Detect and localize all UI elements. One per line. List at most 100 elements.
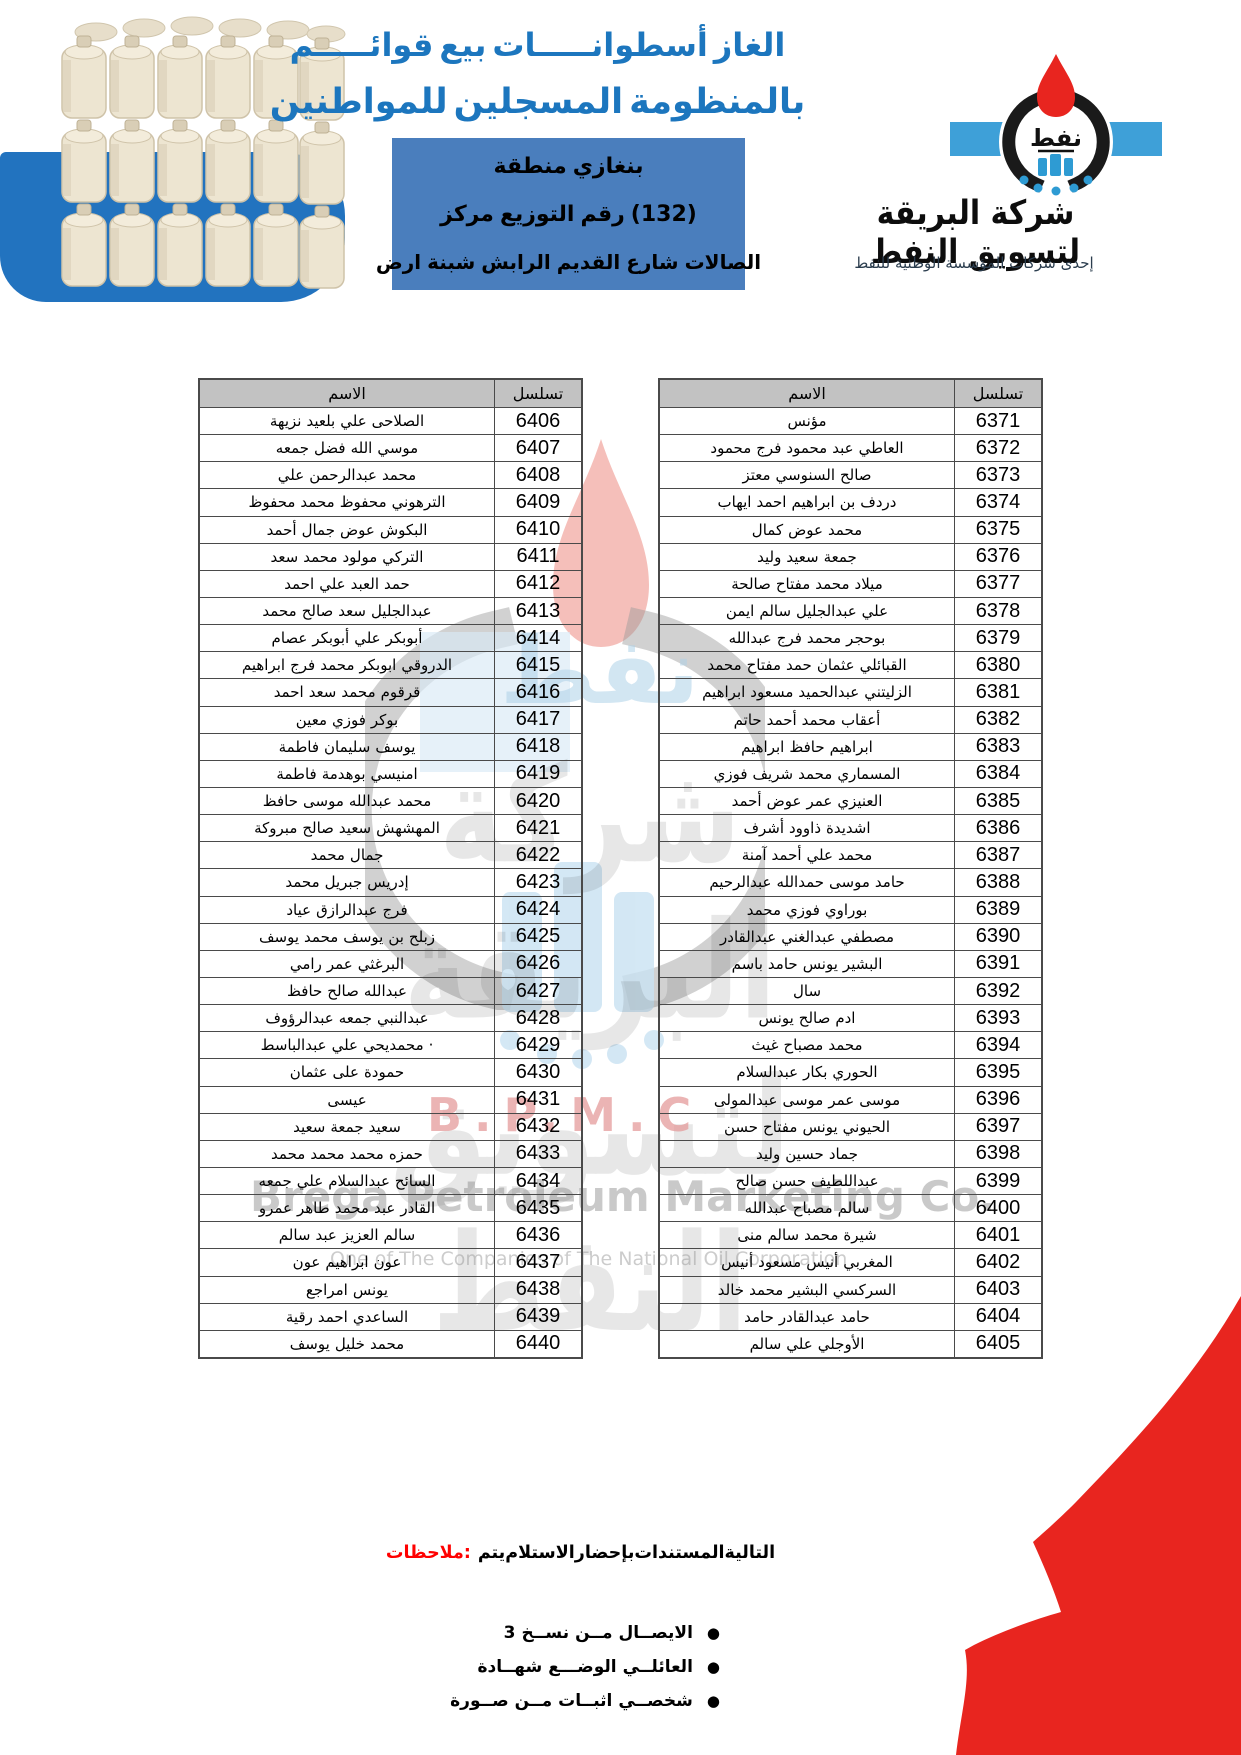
distribution-center-line: مركز التوزيع رقم (132): [440, 201, 697, 227]
name-header-cell: الاسم: [788, 384, 826, 403]
serial-cell: 6371: [954, 408, 1041, 435]
name-cell: باسم حامد يونس البشير: [731, 954, 883, 973]
table-row: فوزي شريف محمد المسماري 6384: [660, 760, 1041, 788]
name-cell: حامد عبدالقادر حامد: [744, 1307, 870, 1326]
table-row: محمد فوزي بوراوي 6389: [660, 896, 1041, 924]
name-cell: أنيس مسعود أنيس المغربي: [721, 1253, 893, 1272]
table-row: محفوظ محمد محفوظ الترهوني 6409: [200, 489, 581, 517]
table-right-rows: مؤنس 6371 محمود فرج محمود عبد العاطي 6372 مع…: [660, 408, 1041, 1357]
table-row: عبدالله مصباح سالم 6400: [660, 1195, 1041, 1223]
name-cell: عيسى: [327, 1090, 367, 1109]
table-right: الاسم تسلسل مؤنس 6371 محمود فرج محمود عبد ال…: [658, 378, 1043, 1359]
serial-cell: 6427: [494, 977, 581, 1005]
serial-cell: 6375: [954, 516, 1041, 543]
serial-cell: 6385: [954, 787, 1041, 815]
table-row: صالح حسن عبداللطيف 6399: [660, 1167, 1041, 1196]
table-row: جمعه فضل الله موسي 6407: [200, 435, 581, 463]
table-row: سالم علي الأوجلي 6405: [660, 1330, 1041, 1357]
table-row: يونس صالح ادم 6393: [660, 1005, 1041, 1033]
table-row: محمد صالح سعد عبدالجليل 6413: [200, 597, 581, 626]
table-row: عمرو طاهر محمد عبد القادر 6435: [200, 1195, 581, 1223]
serial-cell: 6438: [494, 1276, 581, 1303]
notes-line: ملاحظات: يتمالاستلامبإحضارالمستنداتالتال…: [386, 1543, 775, 1563]
serial-cell: 6424: [494, 896, 581, 923]
serial-cell: 6380: [954, 652, 1041, 679]
serial-cell: 6399: [954, 1167, 1041, 1195]
serial-cell: 6433: [494, 1140, 581, 1167]
table-row: احمد علي العبد حمد 6412: [200, 570, 581, 598]
name-cell: رامي عمر البرغثي: [289, 954, 405, 973]
serial-cell: 6397: [954, 1113, 1041, 1140]
bullet-text: 3 نســخ مــن الايصــال: [503, 1623, 693, 1643]
table-row: محمد مفتاح حمد عثمان القبائلي 6380: [660, 652, 1041, 680]
serial-cell: 6391: [954, 950, 1041, 977]
serial-cell: 6434: [494, 1167, 581, 1195]
table-row: كمال عوض محمد 6375: [660, 516, 1041, 544]
name-cell: يوسف محمد يوسف بن زبلح: [259, 927, 435, 946]
table-row: يوسف خليل محمد 6440: [200, 1330, 581, 1357]
table-row: عون ابراهيم عون 6437: [200, 1249, 581, 1277]
serial-cell: 6422: [494, 842, 581, 869]
table-row: منى سالم محمد شيرة 6401: [660, 1222, 1041, 1250]
name-cell: ابراهيم مسعود عبدالحميد الزليتني: [702, 683, 912, 702]
table-row: احمد سعد محمد قرقوم 6416: [200, 679, 581, 707]
logo-tagline: إحدى شركات المؤسسة الوطنية للنفط: [854, 254, 1094, 272]
table-row: فاطمة بوهدمة امنيسي 6419: [200, 760, 581, 788]
table-row: عبدالله فرج محمد بوحجر 6379: [660, 625, 1041, 653]
table-row: ايمن سالم عبدالجليل علي 6378: [660, 597, 1041, 626]
name-cell: فاطمة بوهدمة امنيسي: [276, 764, 418, 783]
name-cell: رقية احمد الساعدي: [285, 1307, 409, 1326]
bullet-dot-icon: ●: [706, 1658, 720, 1676]
name-cell: كمال عوض محمد: [751, 520, 863, 539]
name-cell: عبدالرؤوف جمعه عبدالنبي: [265, 1009, 429, 1028]
name-cell: يونس صالح ادم: [758, 1009, 856, 1028]
serial-cell: 6395: [954, 1059, 1041, 1086]
name-cell: محمد جبريل إدريس: [285, 873, 409, 892]
table-row: أشرف ذاوود اشديدة 6386: [660, 815, 1041, 843]
table-left-rows: نزيهة بلعيد علي الصلاحى 6406 جمعه فضل الله موس…: [200, 408, 581, 1357]
notes-text: يتمالاستلامبإحضارالمستنداتالتالية: [477, 1543, 776, 1563]
table-row: وليد حسين جماد 6398: [660, 1140, 1041, 1168]
serial-cell: 6432: [494, 1113, 581, 1140]
gas-cylinders-illustration: [61, 16, 346, 289]
bullet-text: صــورة مــن اثبــات شخصــي: [450, 1691, 693, 1711]
serial-cell: 6389: [954, 896, 1041, 923]
table-row: محمود فرج محمود عبد العاطي 6372: [660, 435, 1041, 463]
serial-cell: 6379: [954, 625, 1041, 652]
table-left-header: الاسم تسلسل: [200, 380, 581, 408]
name-cell: عياد عبدالرازق فرج: [286, 900, 408, 919]
serial-cell: 6394: [954, 1032, 1041, 1059]
name-cell: محفوظ محمد محفوظ الترهوني: [248, 493, 446, 512]
name-cell: سعيد جمعة سعيد: [293, 1117, 401, 1136]
name-cell: وليد حسين جماد: [755, 1144, 859, 1163]
serial-cell: 6390: [954, 923, 1041, 950]
page-title-line1: قوائـــــم بيع أسطوانـــــات الغاز: [289, 26, 786, 64]
logo-emblem: نفط: [950, 54, 1162, 199]
serial-cell: 6437: [494, 1249, 581, 1276]
table-row: فاطمة سليمان يوسف 6418: [200, 733, 581, 761]
serial-cell: 6412: [494, 570, 581, 597]
bullet-item: 3 نســخ مــن الايصــال ●: [420, 1616, 720, 1650]
table-row: محمد جبريل إدريس 6423: [200, 869, 581, 897]
name-cell: محمد فوزي بوراوي: [746, 900, 868, 919]
serial-cell: 6414: [494, 625, 581, 652]
name-cell: ابراهيم حافظ ابراهيم: [741, 737, 873, 756]
name-cell: حاتم أحمد محمد أعقاب: [733, 710, 881, 729]
name-cell: فاطمة سليمان يوسف: [278, 737, 416, 756]
name-cell: ايمن سالم عبدالجليل علي: [725, 602, 889, 621]
region-line: منطقة بنغازي: [493, 153, 644, 179]
name-cell: جمعه علي عبدالسلام السائح: [258, 1172, 436, 1190]
serial-cell: 6415: [494, 652, 581, 679]
table-row: آمنة أحمد علي محمد 6387: [660, 842, 1041, 870]
name-cell: غيث مصباح محمد: [751, 1036, 863, 1055]
logo-oil-word: نفط: [1030, 124, 1082, 152]
serial-cell: 6429: [494, 1032, 581, 1059]
serial-cell: 6393: [954, 1005, 1041, 1032]
serial-cell: 6382: [954, 706, 1041, 733]
table-row: أنيس مسعود أنيس المغربي 6402: [660, 1249, 1041, 1277]
table-row: حامد عبدالقادر حامد 6404: [660, 1303, 1041, 1331]
serial-cell: 6416: [494, 679, 581, 706]
serial-cell: 6407: [494, 435, 581, 462]
name-cell: آمنة أحمد علي محمد: [741, 846, 873, 865]
region-info-box: منطقة بنغازي مركز التوزيع رقم (132) ارض شبنة ا…: [376, 138, 761, 290]
